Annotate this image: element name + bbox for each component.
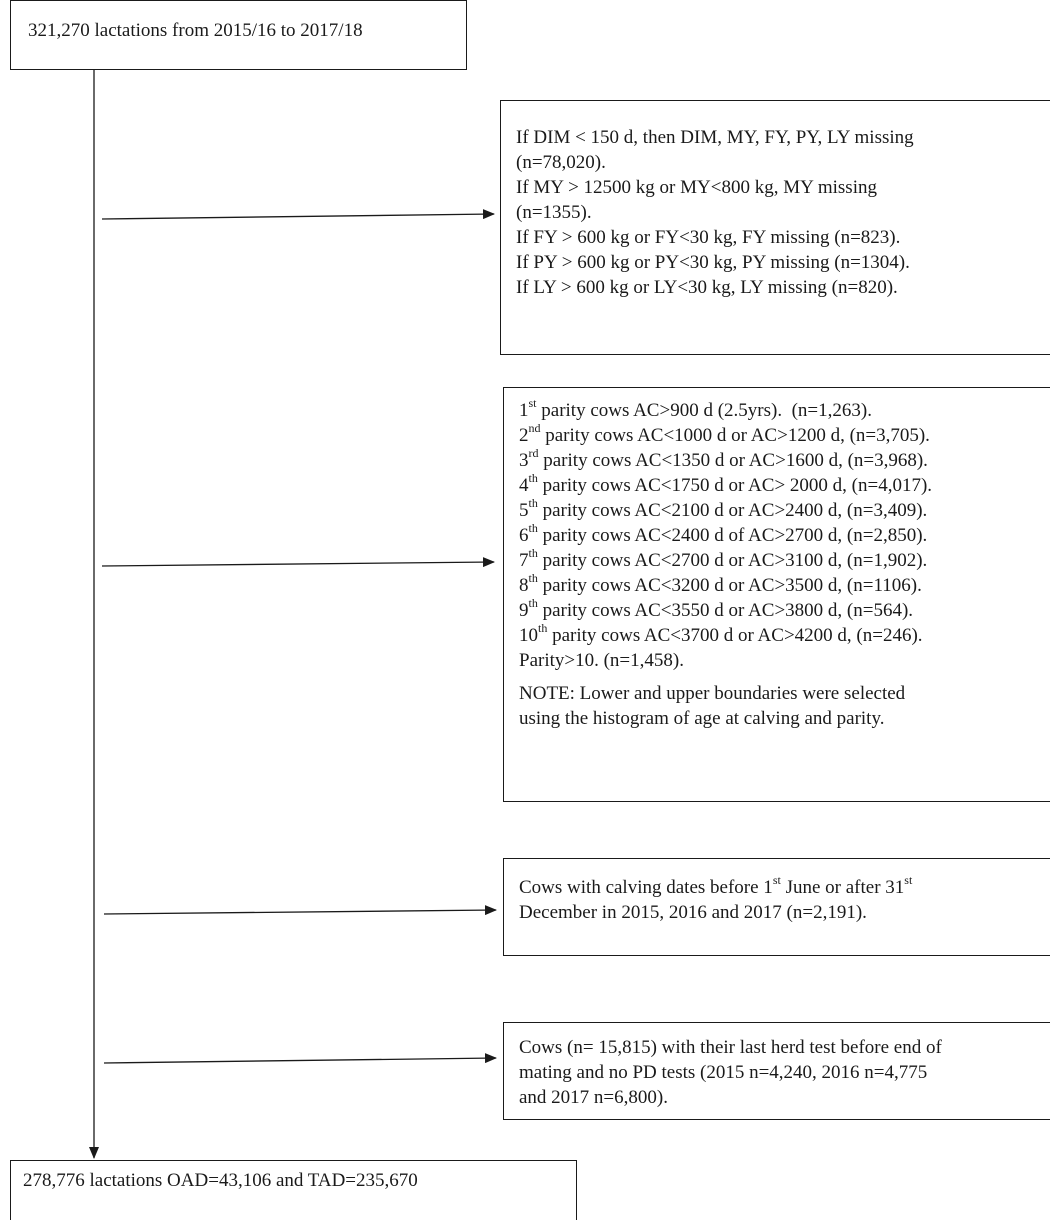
parity-criteria: parity cows AC<3550 d or AC>3800 d, (n=5… xyxy=(537,600,914,621)
age-at-calving-exclusion-box: 1st parity cows AC>900 d (2.5yrs). (n=1,… xyxy=(503,387,1050,802)
parity-number: 9 xyxy=(519,600,529,621)
parity-criteria: parity cows AC<1000 d or AC>1200 d, (n=3… xyxy=(540,425,930,446)
ordinal-suffix: th xyxy=(528,470,538,485)
parity-row: 7th parity cows AC<2700 d or AC>3100 d, … xyxy=(519,545,1050,573)
parity-row: 5th parity cows AC<2100 d or AC>2400 d, … xyxy=(519,495,1050,523)
yield-line: If DIM < 150 d, then DIM, MY, FY, PY, LY… xyxy=(516,127,914,148)
note-line: NOTE: Lower and upper boundaries were se… xyxy=(519,683,906,704)
parity-criteria: parity cows AC<3700 d or AC>4200 d, (n=2… xyxy=(547,625,923,646)
ordinal-suffix: st xyxy=(772,872,781,887)
ordinal-suffix: th xyxy=(528,545,538,560)
parity-criteria: parity cows AC<2400 d of AC>2700 d, (n=2… xyxy=(537,525,928,546)
note-block: NOTE: Lower and upper boundaries were se… xyxy=(519,681,1050,731)
arrow-to-calving-box xyxy=(103,905,497,916)
start-text: 321,270 lactations from 2015/16 to 2017/… xyxy=(28,20,363,41)
parity-number: 8 xyxy=(519,575,529,596)
calving-line-1: Cows with calving dates before 1st June … xyxy=(519,872,1050,900)
parity-row: 8th parity cows AC<3200 d or AC>3500 d, … xyxy=(519,570,1050,598)
calving-text: June or after 31 xyxy=(780,877,905,898)
parity-number: 7 xyxy=(519,550,529,571)
parity-number: 6 xyxy=(519,525,529,546)
parity-criteria: parity cows AC<3200 d or AC>3500 d, (n=1… xyxy=(537,575,922,596)
yield-line: (n=1355). xyxy=(516,202,592,223)
parity-number: 1 xyxy=(519,400,529,421)
yield-line: If FY > 600 kg or FY<30 kg, FY missing (… xyxy=(516,227,901,248)
herd-test-line: mating and no PD tests (2015 n=4,240, 20… xyxy=(519,1062,928,1083)
parity-criteria: parity cows AC<1750 d or AC> 2000 d, (n=… xyxy=(537,475,933,496)
calving-line-2: December in 2015, 2016 and 2017 (n=2,191… xyxy=(519,902,867,923)
parity-criteria: parity cows AC>900 d (2.5yrs). (n=1,263)… xyxy=(536,400,872,421)
parity-row: 2nd parity cows AC<1000 d or AC>1200 d, … xyxy=(519,420,1050,448)
ordinal-suffix: th xyxy=(528,595,538,610)
ordinal-suffix: rd xyxy=(528,445,539,460)
calving-date-exclusion-box: Cows with calving dates before 1st June … xyxy=(503,858,1050,956)
ordinal-suffix: th xyxy=(538,620,548,635)
ordinal-suffix: th xyxy=(528,570,538,585)
yield-line: If MY > 12500 kg or MY<800 kg, MY missin… xyxy=(516,177,877,198)
herd-test-exclusion-box: Cows (n= 15,815) with their last herd te… xyxy=(503,1022,1050,1120)
parity-criteria: parity cows AC<2700 d or AC>3100 d, (n=1… xyxy=(537,550,928,571)
ordinal-suffix: st xyxy=(528,395,537,410)
ordinal-suffix: st xyxy=(904,872,913,887)
start-box: 321,270 lactations from 2015/16 to 2017/… xyxy=(10,0,467,70)
yield-line: If PY > 600 kg or PY<30 kg, PY missing (… xyxy=(516,252,910,273)
parity-row: 10th parity cows AC<3700 d or AC>4200 d,… xyxy=(519,620,1050,648)
parity-row: 4th parity cows AC<1750 d or AC> 2000 d,… xyxy=(519,470,1050,498)
parity-over-10-line: Parity>10. (n=1,458). xyxy=(519,650,684,671)
arrow-to-yield-box xyxy=(101,209,495,220)
parity-number: 10 xyxy=(519,625,538,646)
ordinal-suffix: nd xyxy=(528,420,541,435)
parity-number: 4 xyxy=(519,475,529,496)
parity-number: 3 xyxy=(519,450,529,471)
parity-row: 3rd parity cows AC<1350 d or AC>1600 d, … xyxy=(519,445,1050,473)
yield-line: If LY > 600 kg or LY<30 kg, LY missing (… xyxy=(516,277,898,298)
calving-text: Cows with calving dates before 1 xyxy=(519,877,773,898)
herd-test-line: and 2017 n=6,800). xyxy=(519,1087,668,1108)
parity-criteria: parity cows AC<2100 d or AC>2400 d, (n=3… xyxy=(537,500,928,521)
parity-criteria: parity cows AC<1350 d or AC>1600 d, (n=3… xyxy=(538,450,928,471)
arrow-to-age-box xyxy=(101,557,495,568)
ordinal-suffix: th xyxy=(528,520,538,535)
yield-exclusion-box: If DIM < 150 d, then DIM, MY, FY, PY, LY… xyxy=(500,100,1050,355)
parity-row: 9th parity cows AC<3550 d or AC>3800 d, … xyxy=(519,595,1050,623)
result-text: 278,776 lactations OAD=43,106 and TAD=23… xyxy=(23,1170,418,1191)
parity-row: 1st parity cows AC>900 d (2.5yrs). (n=1,… xyxy=(519,395,1050,423)
ordinal-suffix: th xyxy=(528,495,538,510)
note-line: using the histogram of age at calving an… xyxy=(519,708,885,729)
herd-test-line: Cows (n= 15,815) with their last herd te… xyxy=(519,1037,942,1058)
parity-row: 6th parity cows AC<2400 d of AC>2700 d, … xyxy=(519,520,1050,548)
result-box: 278,776 lactations OAD=43,106 and TAD=23… xyxy=(10,1160,577,1220)
parity-number: 2 xyxy=(519,425,529,446)
arrow-to-herd-test-box xyxy=(103,1053,497,1064)
yield-line: (n=78,020). xyxy=(516,152,606,173)
parity-number: 5 xyxy=(519,500,529,521)
